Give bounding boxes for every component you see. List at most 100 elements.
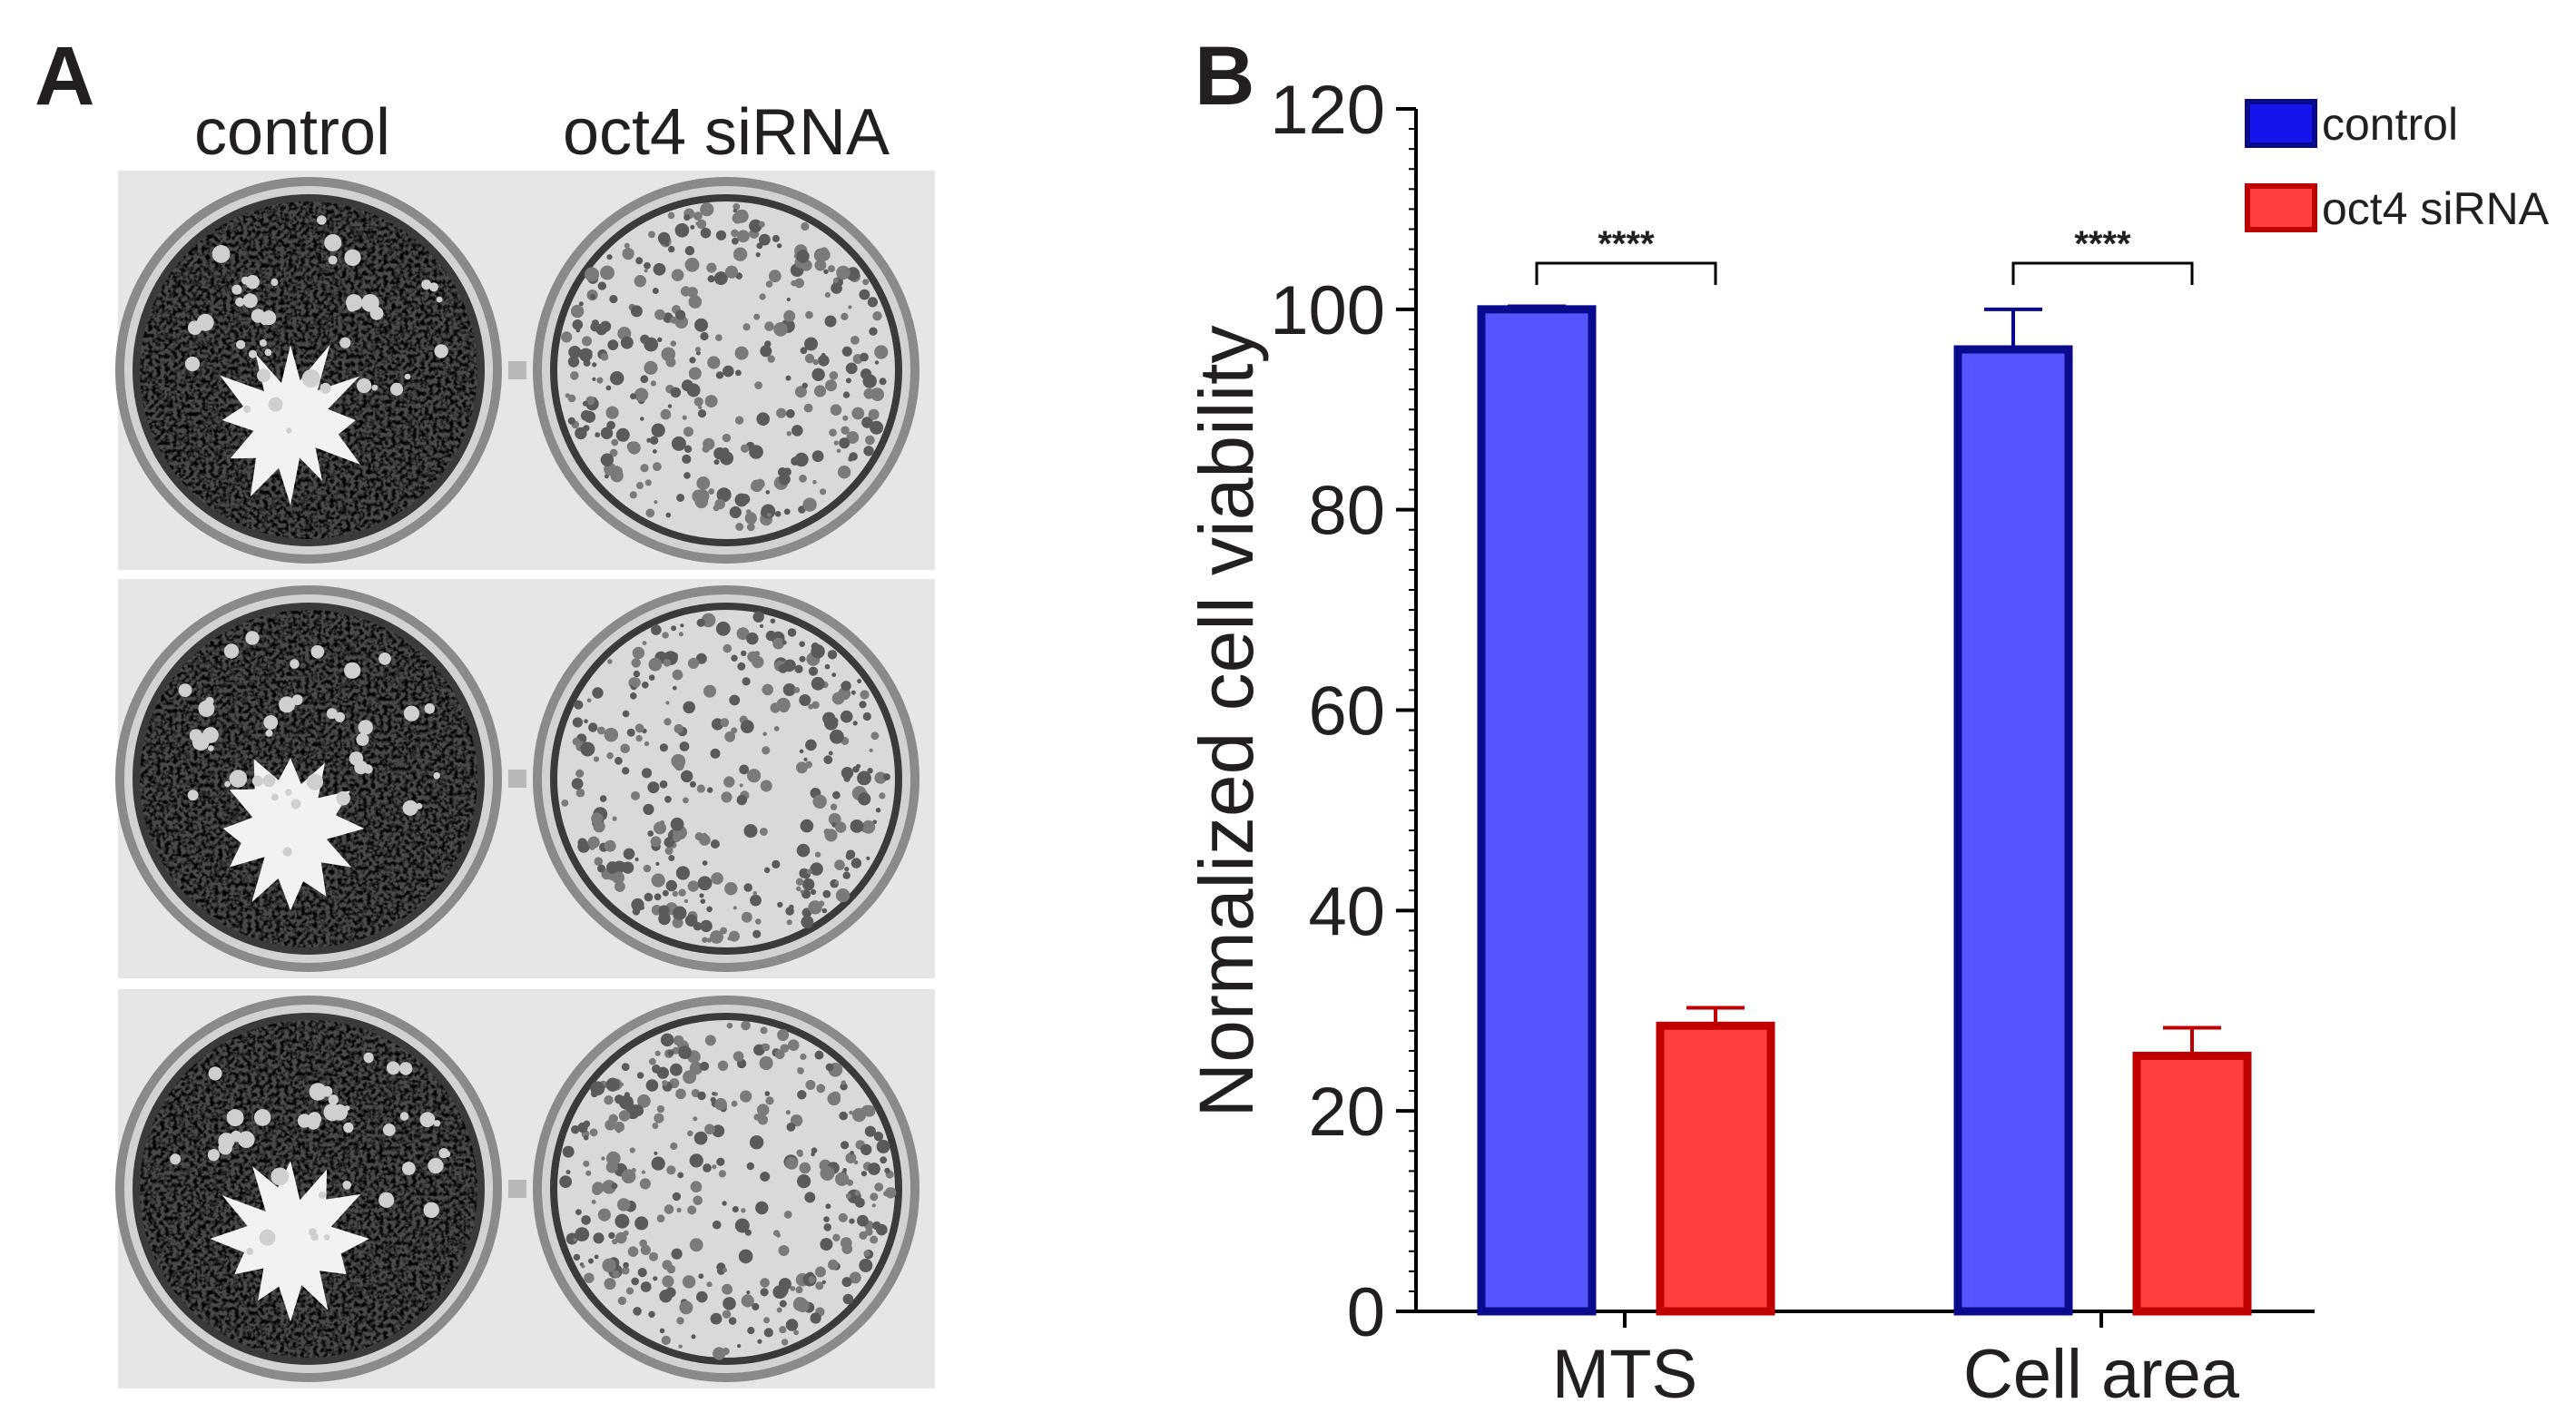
well-oct4-sirna-3-colony <box>849 1218 855 1224</box>
y-tick-label: 40 <box>1308 873 1385 950</box>
well-oct4-sirna-1-colony <box>636 482 644 489</box>
well-oct4-sirna-3-colony <box>645 1079 659 1092</box>
well-oct4-sirna-3-colony <box>615 1231 627 1244</box>
well-oct4-sirna-3-colony <box>654 1151 658 1155</box>
well-oct4-sirna-2-colony <box>642 641 647 645</box>
well-oct4-sirna-1-colony <box>583 358 591 367</box>
well-oct4-sirna-3-colony <box>718 1170 727 1178</box>
well-oct4-sirna-1-colony <box>693 211 703 221</box>
well-oct4-sirna-2-colony <box>575 769 585 778</box>
well-control-3-gap <box>323 1234 330 1241</box>
well-oct4-sirna-2-colony <box>796 886 801 891</box>
well-control-3-gap <box>386 1061 400 1075</box>
well-oct4-sirna-3-colony <box>693 1195 703 1206</box>
well-oct4-sirna-1-colony <box>742 323 751 331</box>
well-oct4-sirna-1-colony <box>671 436 686 451</box>
well-oct4-sirna-3-colony <box>849 1110 853 1115</box>
well-oct4-sirna-3-colony <box>639 1239 647 1248</box>
well-oct4-sirna-2-colony <box>683 898 689 904</box>
well-oct4-sirna-1-colony <box>863 446 874 456</box>
well-oct4-sirna-2-colony <box>670 817 684 831</box>
well-oct4-sirna-3-colony <box>722 1347 730 1356</box>
well-oct4-sirna-3-colony <box>623 1230 629 1236</box>
well-oct4-sirna-1-colony <box>805 310 813 319</box>
well-oct4-sirna-2-colony <box>662 632 669 639</box>
well-oct4-sirna-3-colony <box>676 1317 684 1325</box>
well-oct4-sirna-2-colony <box>591 812 604 825</box>
well-oct4-sirna-2-colony <box>644 892 654 902</box>
well-oct4-sirna-2-colony <box>606 861 619 874</box>
well-oct4-sirna-1-colony <box>839 437 850 449</box>
well-oct4-sirna-1-colony <box>723 365 734 378</box>
y-axis-label: Normalized cell viability <box>1184 326 1269 1118</box>
well-oct4-sirna-2-colony <box>810 862 823 876</box>
well-control-3-gap <box>207 1149 220 1162</box>
well-oct4-sirna-1-colony <box>734 493 749 507</box>
well-oct4-sirna-2-colony <box>665 879 677 892</box>
well-oct4-sirna-3-colony <box>615 1213 630 1229</box>
well-oct4-sirna-3-colony <box>696 1290 708 1303</box>
well-oct4-sirna-1-colony <box>799 474 807 483</box>
well-oct4-sirna-1-colony <box>737 230 750 243</box>
legend-label-oct4-sirna: oct4 siRNA <box>2322 183 2550 234</box>
well-oct4-sirna-1-colony <box>683 472 691 479</box>
well-oct4-sirna-3-colony <box>704 1035 716 1046</box>
well-oct4-sirna-3-colony <box>797 1067 804 1074</box>
well-oct4-sirna-1-colony <box>773 322 788 337</box>
well-control-2-gap <box>416 802 423 810</box>
well-oct4-sirna-2-colony <box>680 623 684 628</box>
well-oct4-sirna-2-colony <box>858 792 871 806</box>
well-oct4-sirna-2-colony <box>706 906 713 913</box>
well-control-3-gap <box>218 1133 235 1150</box>
well-oct4-sirna-3-colony <box>687 1130 693 1137</box>
well-oct4-sirna-1-colony <box>803 403 813 413</box>
well-oct4-sirna-1-colony <box>583 425 590 432</box>
well-oct4-sirna-2-colony <box>755 918 762 925</box>
well-oct4-sirna-1-colony <box>865 435 875 446</box>
well-oct4-sirna-3-colony <box>654 1113 664 1124</box>
well-oct4-sirna-3-colony <box>573 1237 577 1242</box>
panel-a-letter: A <box>34 30 94 123</box>
well-control-1-gap <box>357 378 372 394</box>
well-oct4-sirna-2-colony <box>842 871 850 879</box>
well-oct4-sirna-2-colony <box>678 888 686 897</box>
well-oct4-sirna-2-colony <box>752 929 762 938</box>
well-oct4-sirna-2-colony <box>587 836 600 849</box>
well-oct4-sirna-3-colony <box>741 1294 754 1308</box>
well-oct4-sirna-2-colony <box>862 711 871 721</box>
well-oct4-sirna-1-colony <box>724 265 739 279</box>
well-oct4-sirna-1-colony <box>653 449 657 454</box>
well-oct4-sirna-1-colony <box>660 408 672 420</box>
well-oct4-sirna-1-colony <box>758 221 765 228</box>
well-control-2-gap <box>224 780 231 788</box>
well-oct4-sirna-3-colony <box>752 1302 760 1310</box>
well-oct4-sirna-3-colony <box>815 1281 824 1290</box>
well-oct4-sirna-2-colony <box>575 788 585 798</box>
well-control-1-gap <box>268 397 283 412</box>
well-oct4-sirna-2-colony <box>631 658 641 668</box>
well-control-1-gap <box>259 339 267 347</box>
well-oct4-sirna-3-colony <box>562 1145 575 1158</box>
well-oct4-sirna-1-colony <box>578 348 593 362</box>
well-oct4-sirna-2-colony <box>720 927 727 935</box>
well-oct4-sirna-1-colony <box>578 301 584 307</box>
well-oct4-sirna-3-colony <box>629 1147 635 1153</box>
well-oct4-sirna-3-colony <box>757 1339 762 1344</box>
well-oct4-sirna-2-colony <box>696 784 705 793</box>
well-oct4-sirna-1-colony <box>842 415 849 421</box>
well-oct4-sirna-3-colony <box>723 1297 736 1310</box>
well-oct4-sirna-1-colony <box>867 297 879 308</box>
well-oct4-sirna-1-colony <box>842 391 850 398</box>
well-oct4-sirna-3-colony <box>592 1182 605 1194</box>
well-oct4-sirna-1-colony <box>599 320 612 332</box>
well-oct4-sirna-3-colony <box>746 1290 751 1295</box>
well-oct4-sirna-1-colony <box>767 355 775 363</box>
well-oct4-sirna-3-colony <box>583 1134 589 1141</box>
well-oct4-sirna-1-colony <box>676 494 685 502</box>
well-oct4-sirna-2-colony <box>724 882 738 896</box>
well-oct4-sirna-3-colony <box>571 1125 580 1134</box>
well-oct4-sirna-1-colony <box>860 352 869 362</box>
well-oct4-sirna-2-colony <box>594 857 604 866</box>
y-tick-label: 20 <box>1308 1074 1385 1151</box>
well-oct4-sirna-3-colony <box>850 1151 854 1155</box>
